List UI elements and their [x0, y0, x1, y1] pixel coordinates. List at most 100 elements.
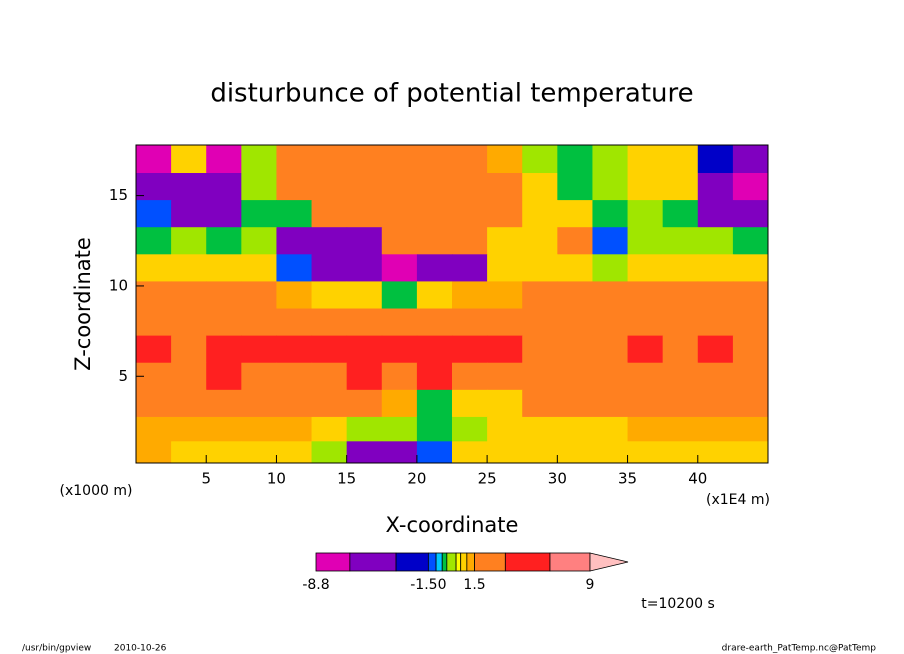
field-cell — [171, 416, 207, 442]
field-cell — [171, 308, 207, 337]
field-cell — [522, 335, 558, 364]
field-cell — [592, 145, 629, 174]
field-cell — [381, 173, 418, 201]
field-cell — [171, 281, 207, 310]
colorbar-tick-label: -8.8 — [302, 577, 329, 593]
field-cell — [627, 416, 664, 442]
field-cell — [136, 173, 172, 201]
colorbar-tick-label: 9 — [586, 577, 595, 593]
field-cell — [381, 145, 418, 174]
field-cell — [487, 145, 523, 174]
field-cell — [276, 173, 313, 201]
field-cell — [136, 389, 172, 418]
x-tick-label: 20 — [407, 470, 426, 488]
field-cell — [346, 362, 383, 391]
field-cell — [206, 281, 242, 310]
field-cell — [662, 281, 699, 310]
field-cell — [311, 416, 348, 442]
field-cell — [276, 308, 313, 337]
field-cell — [346, 389, 383, 418]
field-cell — [522, 145, 558, 174]
field-cell — [136, 308, 172, 337]
colorbar-segment — [549, 552, 591, 572]
field-cell — [206, 200, 242, 228]
colorbar-extension — [589, 552, 629, 572]
x-tick-label: 25 — [478, 470, 497, 488]
field-cell — [241, 441, 277, 464]
field-cell — [732, 416, 769, 442]
field-cell — [136, 254, 172, 282]
field-cell — [311, 254, 348, 282]
field-cell — [487, 227, 523, 255]
field-cell — [732, 389, 769, 418]
field-cell — [487, 335, 523, 364]
field-cell — [136, 227, 172, 255]
field-cell — [171, 335, 207, 364]
field-cell — [171, 173, 207, 201]
field-cell — [311, 389, 348, 418]
field-cell — [732, 335, 769, 364]
field-cell — [592, 335, 629, 364]
field-cell — [522, 441, 558, 464]
field-cell — [311, 281, 348, 310]
y-tick-label: 5 — [118, 367, 128, 385]
field-cell — [311, 335, 348, 364]
y-tick-label: 10 — [109, 276, 128, 294]
field-cell — [416, 335, 453, 364]
field-cell — [276, 145, 313, 174]
field-cell — [346, 335, 383, 364]
field-cell — [311, 227, 348, 255]
field-cell — [346, 200, 383, 228]
field-cell — [557, 362, 593, 391]
colorbar-segment — [446, 552, 457, 572]
field-cell — [381, 362, 418, 391]
field-cell — [416, 441, 453, 464]
x-tick-label: 35 — [618, 470, 637, 488]
field-cell — [522, 362, 558, 391]
field-cell — [662, 416, 699, 442]
field-cell — [487, 254, 523, 282]
field-cell — [487, 308, 523, 337]
field-cell — [276, 200, 313, 228]
field-cell — [522, 389, 558, 418]
field-cell — [416, 308, 453, 337]
colorbar-segment — [466, 552, 475, 572]
field-cell — [241, 173, 277, 201]
field-cell — [592, 173, 629, 201]
field-cell — [662, 389, 699, 418]
colorbar-segment — [455, 552, 462, 572]
field-cell — [452, 173, 488, 201]
field-cell — [206, 308, 242, 337]
field-cell — [662, 362, 699, 391]
field-cell — [241, 254, 277, 282]
field-cell — [346, 227, 383, 255]
field-cell — [662, 441, 699, 464]
field-cell — [592, 441, 629, 464]
field-cell — [522, 200, 558, 228]
field-cell — [592, 281, 629, 310]
field-cell — [276, 441, 313, 464]
field-cell — [732, 145, 769, 174]
field-cell — [487, 441, 523, 464]
field-cell — [241, 200, 277, 228]
field-cell — [557, 227, 593, 255]
field-cell — [522, 227, 558, 255]
field-cell — [697, 227, 734, 255]
field-cell — [136, 441, 172, 464]
field-cell — [241, 308, 277, 337]
field-cell — [522, 416, 558, 442]
field-cell — [697, 416, 734, 442]
field-cell — [732, 227, 769, 255]
field-cell — [627, 362, 664, 391]
field-cell — [381, 281, 418, 310]
field-cell — [381, 254, 418, 282]
field-cell — [662, 254, 699, 282]
field-cell — [697, 362, 734, 391]
colorbar-segment — [460, 552, 468, 572]
field-cell — [171, 389, 207, 418]
field-cell — [697, 308, 734, 337]
field-cell — [346, 145, 383, 174]
field-cell — [557, 281, 593, 310]
field-cell — [487, 416, 523, 442]
